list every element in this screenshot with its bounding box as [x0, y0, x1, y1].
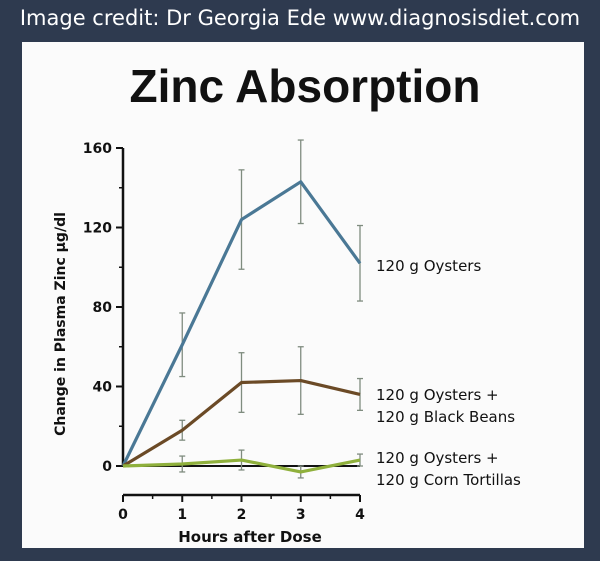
image-credit: Image credit: Dr Georgia Ede www.diagnos…	[19, 6, 581, 30]
x-tick-label: 2	[237, 507, 247, 523]
series-line	[121, 180, 362, 467]
plot-area: 0 40 80 120 160 0 1 2 3 4 120 g Oysters 120 g Oyste…	[83, 139, 521, 523]
series-label: 120 g Oysters +	[376, 449, 499, 467]
x-axis-label: Hours after Dose	[178, 528, 322, 546]
series-label: 120 g Oysters +	[376, 386, 499, 404]
x-tick-label: 1	[177, 507, 187, 523]
y-tick-label: 80	[93, 300, 113, 316]
y-tick-label: 40	[93, 380, 113, 396]
x-tick-label: 0	[118, 507, 128, 523]
series-label: 120 g Oysters	[376, 257, 481, 275]
y-tick-label: 160	[83, 141, 112, 157]
series-label: 120 g Black Beans	[376, 408, 515, 426]
y-tick-label: 120	[83, 221, 112, 237]
chart-card: Zinc Absorption Change in Plasma Zinc μg…	[22, 42, 584, 548]
y-tick-label: 0	[102, 459, 112, 475]
x-tick-label: 3	[296, 507, 306, 523]
x-tick-label: 4	[355, 507, 365, 523]
series-label: 120 g Corn Tortillas	[376, 471, 521, 489]
y-axis-label: Change in Plasma Zinc μg/dl	[53, 212, 69, 436]
chart-title: Zinc Absorption	[130, 60, 481, 112]
series-line	[122, 378, 361, 468]
series-line	[122, 458, 361, 474]
zinc-absorption-chart: Zinc Absorption Change in Plasma Zinc μg…	[53, 60, 521, 546]
